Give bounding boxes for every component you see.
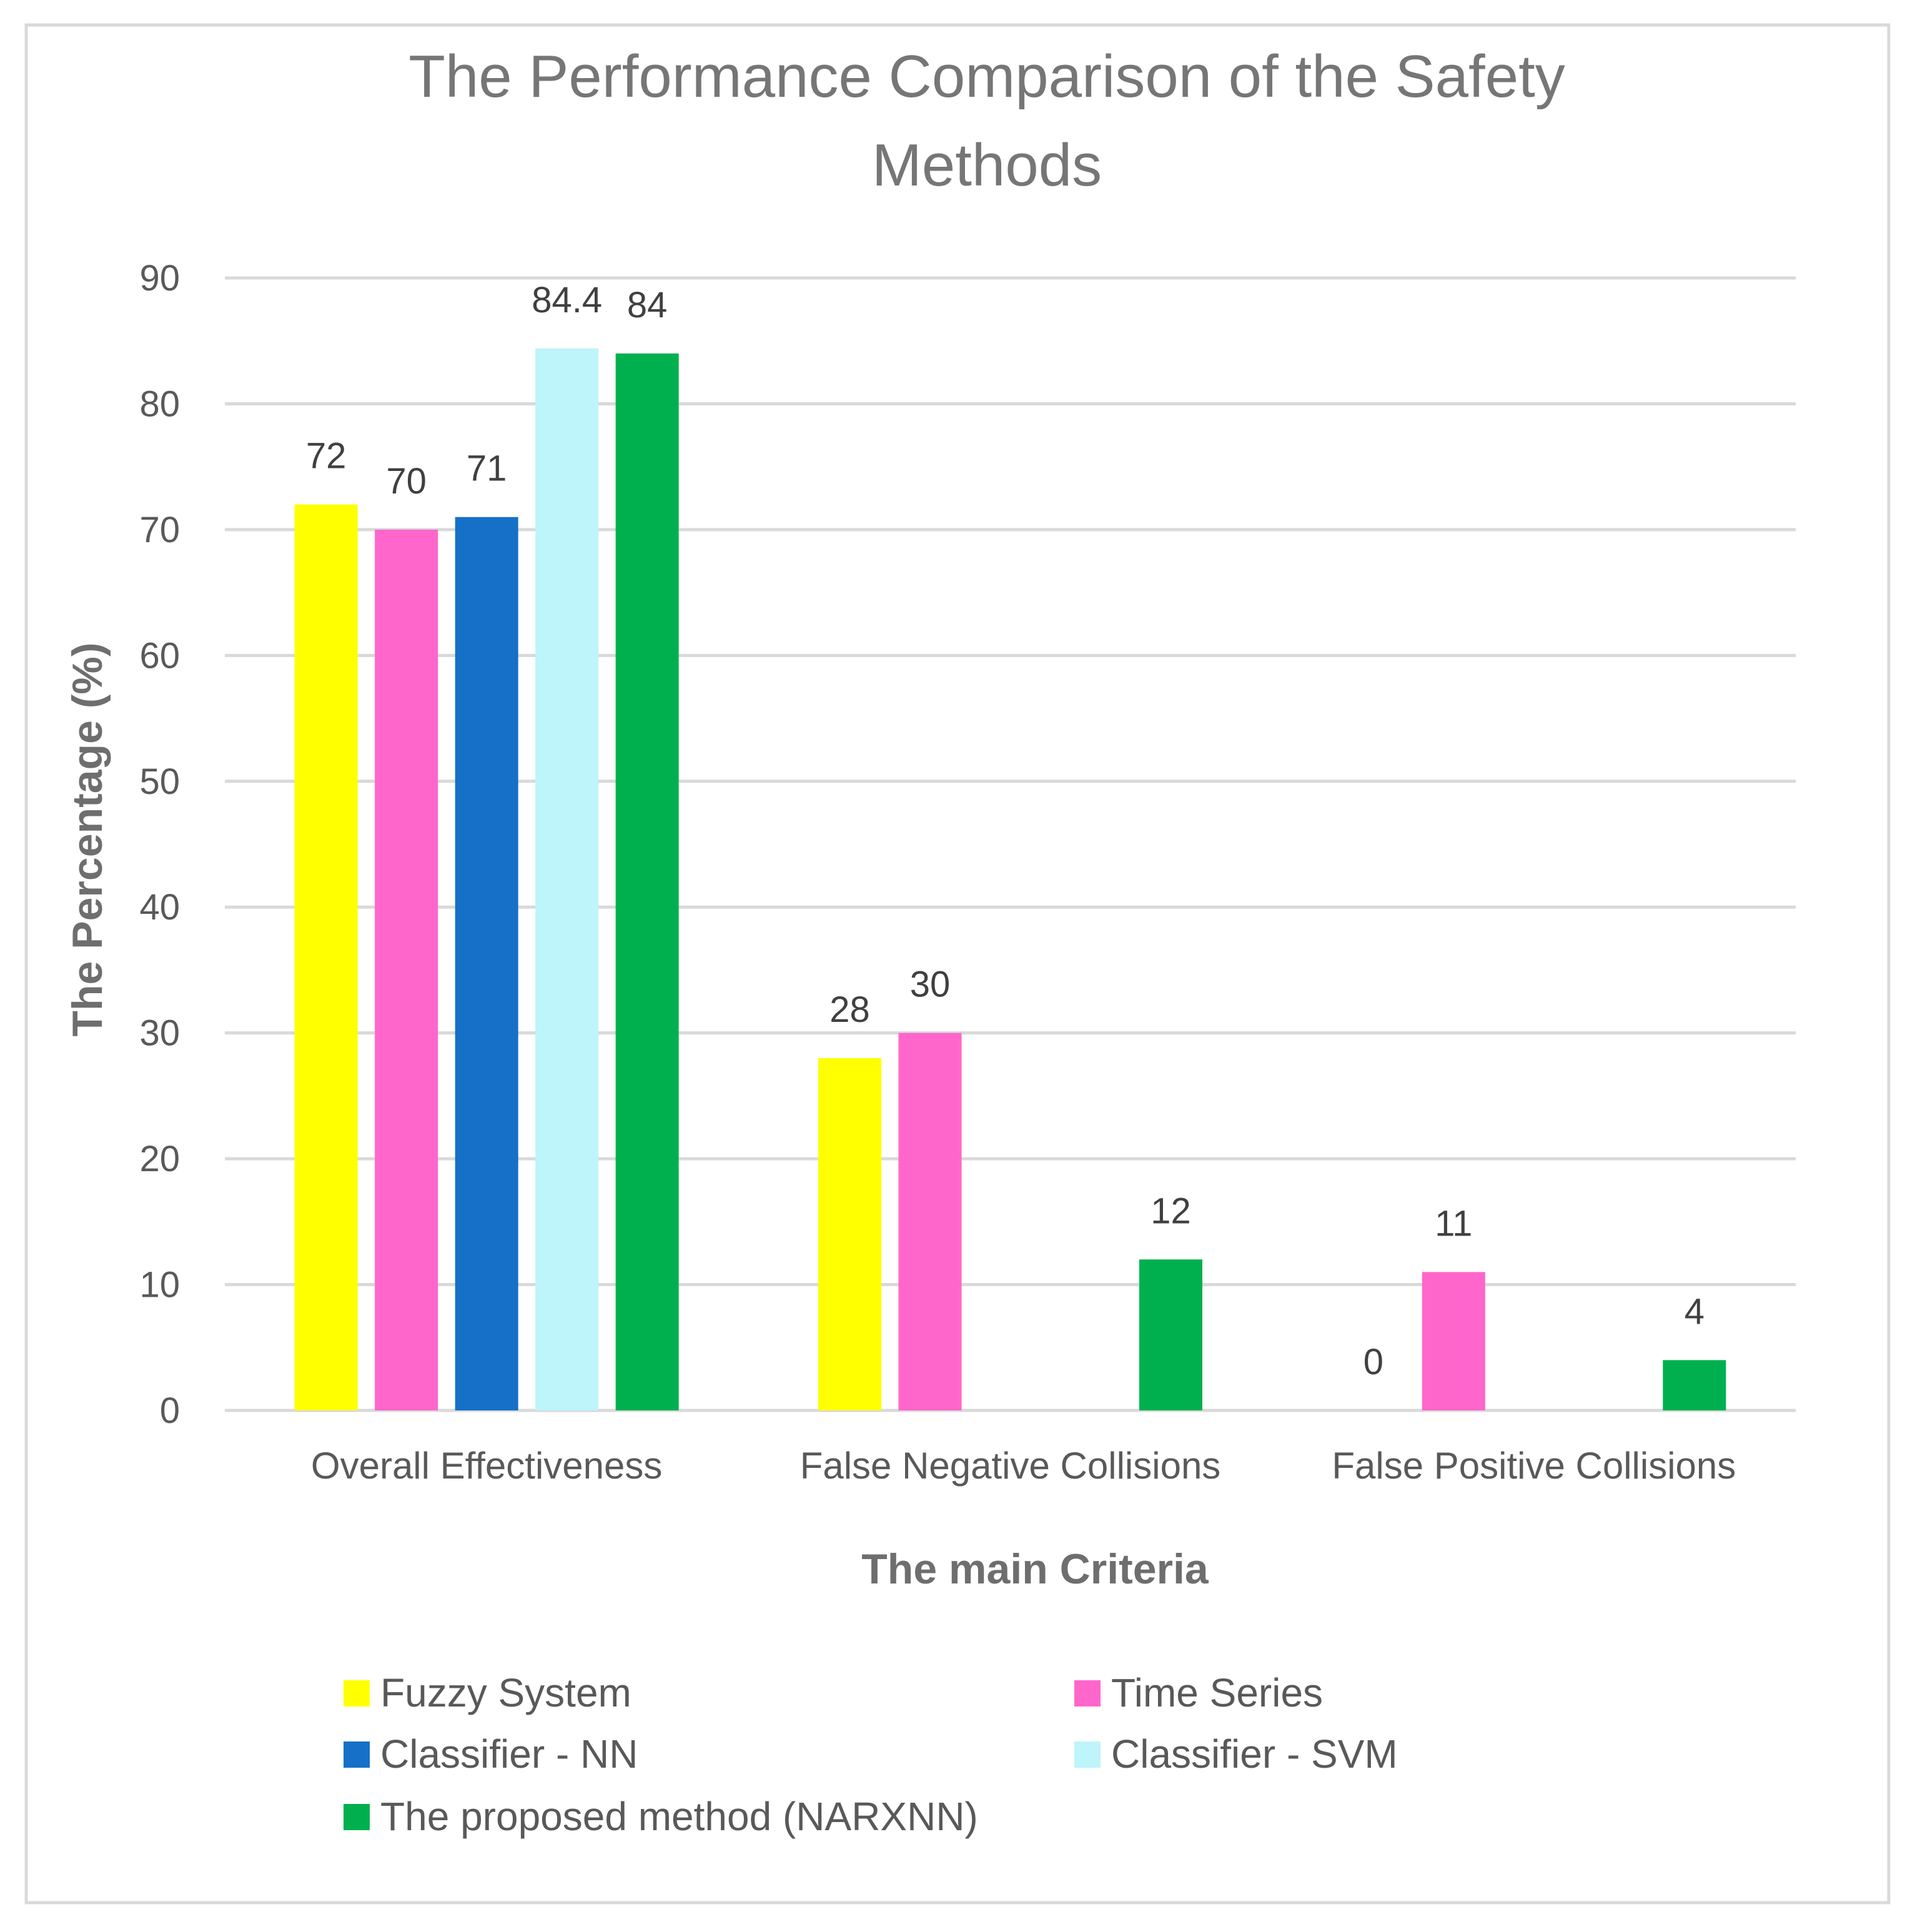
bar-fuzzy-system-overall-effectiveness [294, 504, 358, 1410]
bar-classifier-svm-overall-effectiveness [535, 348, 599, 1411]
data-label-time-series-false-negative-collisions: 30 [910, 964, 951, 1005]
y-axis-ticks: 0 10 20 30 40 50 60 70 80 90 [139, 258, 180, 1431]
y-tick-label: 30 [139, 1013, 180, 1054]
data-label-classifier-nn-overall-effectiveness: 71 [467, 448, 507, 489]
bar-time-series-false-positive-collisions [1422, 1272, 1485, 1410]
legend-label-classifier-nn: Classifier - NN [380, 1731, 638, 1776]
category-label-false-negative-collisions: False Negative Collisions [800, 1445, 1221, 1487]
bar-fuzzy-system-false-negative-collisions [818, 1058, 881, 1410]
bar-time-series-overall-effectiveness [375, 529, 438, 1410]
chart-title-line-2: Methods [872, 132, 1102, 199]
chart-title-line-1: The Performance Comparison of the Safety [408, 43, 1565, 110]
data-label-fuzzy-system-overall-effectiveness: 72 [306, 436, 347, 477]
data-label-fuzzy-system-false-positive-collisions: 0 [1363, 1342, 1383, 1382]
data-label-the-proposed-method-narxnn-overall-effectiveness: 84 [627, 285, 668, 325]
y-tick-label: 80 [139, 384, 180, 424]
y-tick-label: 50 [139, 761, 180, 802]
y-tick-label: 40 [139, 887, 180, 928]
legend-label-fuzzy-system: Fuzzy System [380, 1670, 631, 1715]
y-tick-label: 70 [139, 510, 180, 550]
data-label-the-proposed-method-narxnn-false-negative-collisions: 12 [1150, 1191, 1191, 1231]
y-tick-label: 90 [139, 258, 180, 299]
data-label-time-series-overall-effectiveness: 70 [386, 461, 427, 502]
x-axis-title: The main Criteria [861, 1545, 1209, 1593]
y-tick-label: 20 [139, 1139, 180, 1179]
bars [294, 348, 1726, 1411]
legend-label-classifier-svm: Classifier - SVM [1111, 1731, 1398, 1776]
legend-swatch-classifier-svm [1074, 1741, 1101, 1768]
legend-swatch-fuzzy-system [344, 1680, 370, 1707]
data-label-fuzzy-system-false-negative-collisions: 28 [829, 989, 870, 1030]
bar-the-proposed-method-narxnn-overall-effectiveness [615, 353, 679, 1410]
y-tick-label: 10 [139, 1265, 180, 1305]
category-label-overall-effectiveness: Overall Effectiveness [311, 1445, 662, 1487]
legend: Fuzzy System Time Series Classifier - NN Cl… [344, 1670, 1398, 1839]
bar-the-proposed-method-narxnn-false-positive-collisions [1663, 1360, 1726, 1410]
legend-swatch-classifier-nn [344, 1741, 370, 1768]
bar-classifier-nn-overall-effectiveness [455, 517, 518, 1411]
x-axis-categories: Overall Effectiveness False Negative Coll… [311, 1445, 1736, 1487]
bar-the-proposed-method-narxnn-false-negative-collisions [1139, 1259, 1202, 1410]
category-label-false-positive-collisions: False Positive Collisions [1332, 1445, 1736, 1487]
bar-time-series-false-negative-collisions [898, 1033, 962, 1410]
y-tick-label: 60 [139, 635, 180, 676]
data-label-classifier-svm-overall-effectiveness: 84.4 [532, 280, 602, 320]
y-tick-label: 0 [160, 1390, 180, 1431]
legend-label-time-series: Time Series [1111, 1670, 1323, 1715]
data-labels: 72 70 71 84.4 84 28 30 12 0 11 4 [306, 280, 1705, 1382]
legend-swatch-time-series [1074, 1680, 1101, 1707]
data-label-the-proposed-method-narxnn-false-positive-collisions: 4 [1685, 1291, 1705, 1332]
legend-label-the-proposed-method-narxnn: The proposed method (NARXNN) [380, 1794, 978, 1839]
data-label-time-series-false-positive-collisions: 11 [1435, 1203, 1472, 1244]
y-axis-title: The Percentage (%) [64, 642, 111, 1036]
legend-swatch-the-proposed-method-narxnn [344, 1804, 370, 1830]
